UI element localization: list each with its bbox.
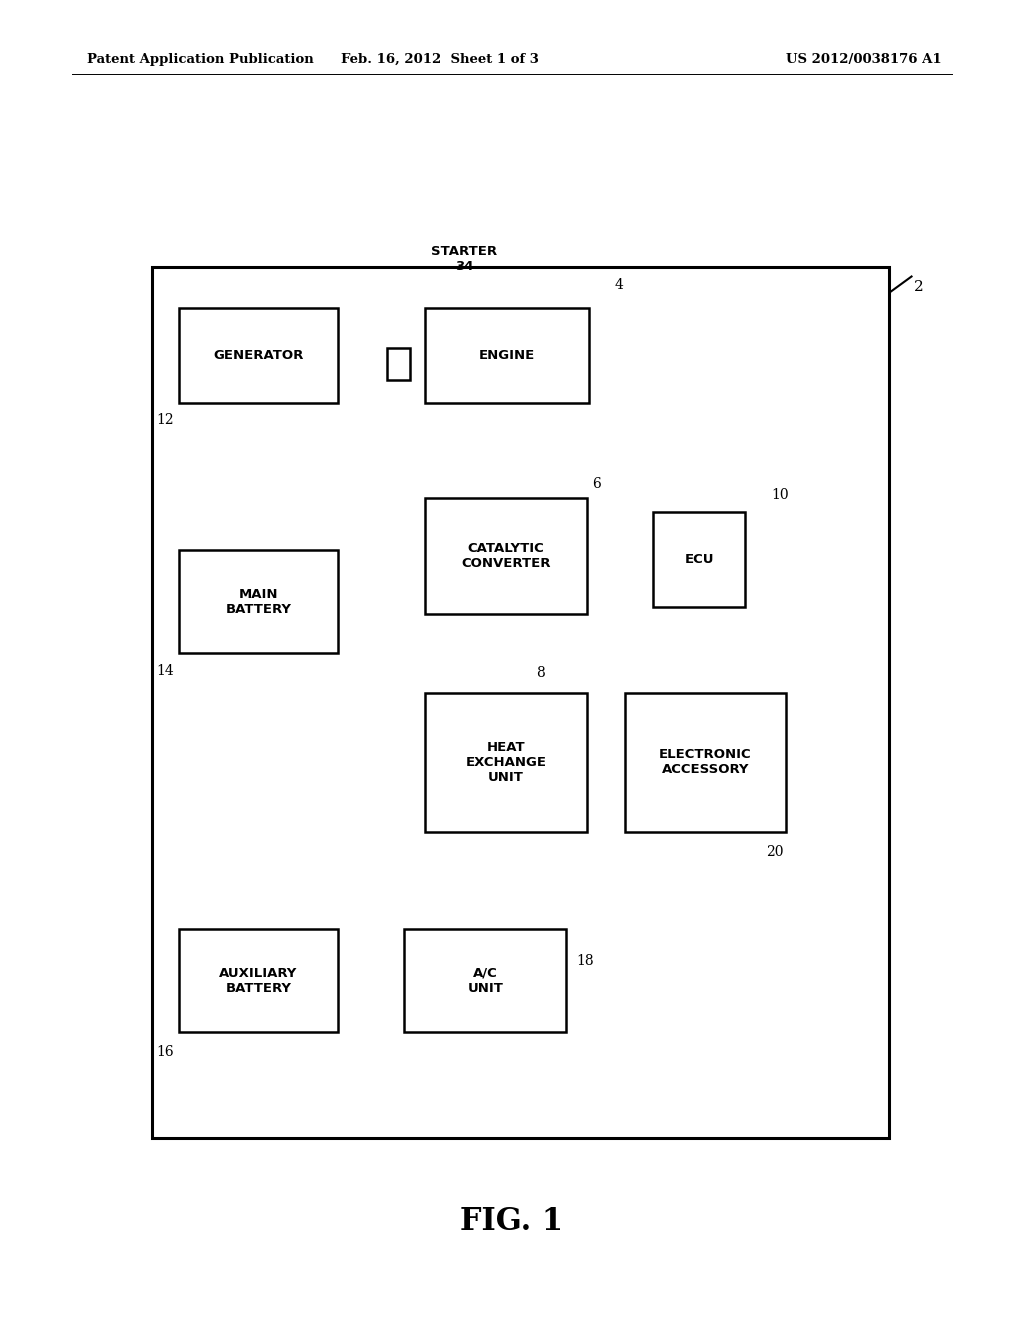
Text: 10: 10 [771,487,788,502]
Text: 2: 2 [914,280,925,294]
Text: 4: 4 [614,277,624,292]
Text: ENGINE: ENGINE [479,348,535,362]
Bar [179,929,338,1032]
Text: ELECTRONIC
ACCESSORY: ELECTRONIC ACCESSORY [659,748,752,776]
Text: 6: 6 [592,477,601,491]
Text: Patent Application Publication: Patent Application Publication [87,53,313,66]
Text: HEAT
EXCHANGE
UNIT: HEAT EXCHANGE UNIT [465,741,547,784]
Bar [425,308,589,403]
Bar [387,348,410,380]
Text: 20: 20 [766,845,783,859]
Text: 18: 18 [577,953,594,968]
Bar [653,512,745,607]
Text: CATALYTIC
CONVERTER: CATALYTIC CONVERTER [461,541,551,570]
Bar [625,693,786,832]
Bar [179,308,338,403]
Bar [425,498,587,614]
Text: A/C
UNIT: A/C UNIT [467,966,504,995]
Text: Feb. 16, 2012  Sheet 1 of 3: Feb. 16, 2012 Sheet 1 of 3 [341,53,540,66]
Bar [179,550,338,653]
Text: US 2012/0038176 A1: US 2012/0038176 A1 [786,53,942,66]
Text: 8: 8 [537,665,546,680]
Text: STARTER
34: STARTER 34 [431,246,497,273]
Bar [404,929,566,1032]
Text: AUXILIARY
BATTERY: AUXILIARY BATTERY [219,966,298,995]
Text: ECU: ECU [685,553,714,566]
Text: FIG. 1: FIG. 1 [461,1205,563,1237]
Text: 16: 16 [157,1045,174,1060]
Text: MAIN
BATTERY: MAIN BATTERY [225,587,292,616]
Bar [152,267,889,1138]
Text: 14: 14 [157,664,174,678]
Text: GENERATOR: GENERATOR [213,348,304,362]
Text: 12: 12 [157,413,174,428]
Bar [425,693,587,832]
